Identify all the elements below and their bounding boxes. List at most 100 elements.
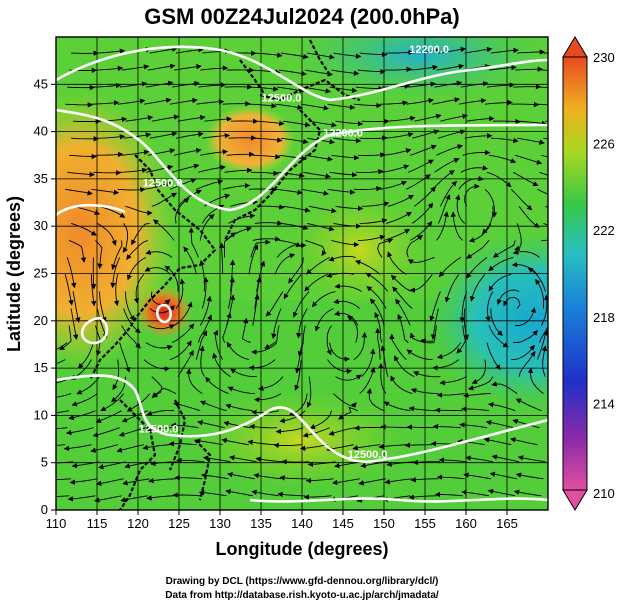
streamline-arrow [469,274,486,302]
streamline-arrow [282,120,311,128]
streamline-arrow [202,455,231,463]
streamline-arrow [63,444,92,452]
streamline-arrow [466,115,495,122]
streamline-arrow [171,323,195,344]
streamline-arrow [410,144,437,156]
streamline-arrow [200,472,229,480]
streamline-arrow [226,341,250,361]
streamline-arrow [59,325,72,351]
y-tick-label: 5 [41,455,48,470]
streamline-arrow [496,289,520,305]
streamline-arrow [271,308,282,340]
streamline-arrow [149,46,178,54]
streamline-arrow [309,410,332,430]
streamline-arrow [97,134,126,140]
streamline-arrow [200,65,229,71]
streamline-arrow [384,66,412,73]
streamline-arrow [413,371,441,378]
streamline-arrow [91,100,120,106]
streamline-arrow [486,342,501,371]
streamline-arrow [406,98,434,105]
streamline-arrow [126,257,147,281]
streamline-arrow [183,246,197,275]
streamline-arrow [150,460,179,467]
streamline-arrow [93,82,122,89]
streamline-arrow [333,393,357,409]
streamline-arrow [174,475,203,481]
streamline-arrow [281,459,310,465]
colorbar-top-arrow [562,36,588,58]
height-contours [56,45,548,503]
streamline-arrow [355,85,384,92]
streamline-arrow [222,183,251,190]
streamline-arrow [225,489,253,497]
streamline-arrow [305,477,334,484]
streamline-arrow [490,47,519,54]
streamline-arrow [463,392,491,398]
streamline-arrow [404,442,433,448]
streamline-arrow [420,325,437,344]
streamline-arrow [438,129,466,139]
x-tick-label: 145 [332,516,354,531]
streamline-arrow [515,307,536,326]
y-tick-label: 45 [34,76,48,91]
streamline-arrow [366,388,385,412]
streamline-arrow [488,64,517,71]
colorbar-tick-label: 214 [593,396,615,411]
streamline-arrow [265,291,284,317]
x-tick-label: 135 [250,516,272,531]
plot-area: 12500.0 12500.0 12200.0 12200.0 12500.0 12500… [56,37,548,510]
streamline-arrow [223,420,251,429]
streamline-arrow [147,63,176,71]
streamline-arrow [196,179,224,190]
streamline-arrow [412,459,441,465]
streamline-arrow [125,115,154,122]
colorbar-ticks: 230 226 222 218 214 210 [593,50,615,501]
streamline-arrow [487,488,516,497]
y-tick-label: 0 [41,502,48,517]
contour-label: 12500.0 [139,423,179,435]
streamline-arrow [437,194,451,224]
streamline-arrow [119,81,148,88]
streamline-arrow [326,325,332,356]
streamline-arrow [95,151,124,158]
streamline-arrow [333,298,360,309]
streamline-arrow [513,330,539,344]
streamline-arrow [361,201,390,207]
x-tick-label: 155 [414,516,436,531]
streamline-arrow [305,69,333,77]
streamline-arrow [251,342,278,355]
streamline-arrow [146,410,175,416]
streamline-arrow [305,154,333,162]
streamline-arrow [385,132,414,139]
streamline-arrow [432,170,455,190]
streamline-arrow [252,154,281,160]
streamline-arrow [357,68,386,75]
streamline-arrow [275,103,303,110]
streamline-arrow [328,255,356,262]
streamline-arrow [222,101,251,107]
streamline-arrow [358,478,387,486]
streamline-arrow [110,257,121,289]
streamline-arrow [201,276,209,309]
streamline-arrow [338,406,358,420]
streamline-arrow [390,375,413,395]
streamline-arrow [335,374,362,381]
streamline-arrow [335,120,364,127]
streamline-arrow [383,148,412,156]
streamline-arrow [97,223,117,246]
streamline-arrow [212,352,231,377]
streamline-arrow [513,489,542,497]
streamline-arrow [248,186,277,193]
streamline-arrow [537,103,548,106]
streamline-arrow [92,427,120,438]
streamline-arrow [408,159,435,173]
streamline-arrow [484,188,498,218]
colorbar-tick-label: 222 [593,223,615,238]
streamline-arrow [432,423,461,430]
streamline-arrow [303,494,332,500]
streamline-arrow [464,133,493,139]
streamline-arrow [175,47,204,54]
streamline-arrow [294,342,304,374]
